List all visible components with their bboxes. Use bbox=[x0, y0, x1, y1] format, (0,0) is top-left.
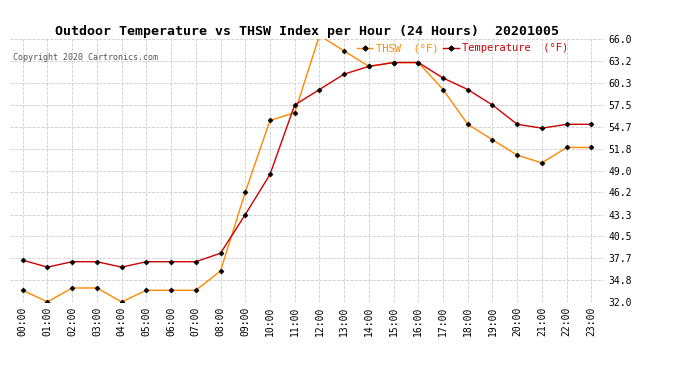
THSW  (°F) bbox=[192, 288, 200, 292]
THSW  (°F) bbox=[92, 286, 101, 290]
Temperature  (°F) bbox=[562, 122, 571, 126]
Line: Temperature  (°F): Temperature (°F) bbox=[21, 61, 593, 269]
THSW  (°F) bbox=[167, 288, 175, 292]
THSW  (°F) bbox=[389, 60, 397, 65]
Temperature  (°F) bbox=[464, 87, 472, 92]
THSW  (°F) bbox=[538, 160, 546, 165]
Temperature  (°F) bbox=[315, 87, 324, 92]
Legend: THSW  (°F), Temperature  (°F): THSW (°F), Temperature (°F) bbox=[357, 43, 569, 53]
Temperature  (°F) bbox=[92, 260, 101, 264]
Temperature  (°F) bbox=[513, 122, 522, 126]
Temperature  (°F) bbox=[117, 265, 126, 269]
Temperature  (°F) bbox=[217, 251, 225, 255]
THSW  (°F) bbox=[562, 145, 571, 150]
Temperature  (°F) bbox=[241, 212, 249, 217]
Temperature  (°F) bbox=[365, 64, 373, 69]
Temperature  (°F) bbox=[68, 260, 77, 264]
THSW  (°F) bbox=[19, 288, 27, 292]
THSW  (°F) bbox=[489, 138, 497, 142]
Line: THSW  (°F): THSW (°F) bbox=[21, 34, 593, 304]
THSW  (°F) bbox=[464, 122, 472, 126]
Temperature  (°F) bbox=[43, 265, 52, 269]
Temperature  (°F) bbox=[587, 122, 595, 126]
Temperature  (°F) bbox=[489, 103, 497, 107]
Temperature  (°F) bbox=[142, 260, 150, 264]
THSW  (°F) bbox=[142, 288, 150, 292]
Title: Outdoor Temperature vs THSW Index per Hour (24 Hours)  20201005: Outdoor Temperature vs THSW Index per Ho… bbox=[55, 25, 559, 38]
THSW  (°F) bbox=[241, 190, 249, 195]
Temperature  (°F) bbox=[290, 103, 299, 107]
THSW  (°F) bbox=[290, 111, 299, 115]
THSW  (°F) bbox=[513, 153, 522, 158]
Temperature  (°F) bbox=[167, 260, 175, 264]
THSW  (°F) bbox=[340, 49, 348, 53]
THSW  (°F) bbox=[414, 60, 422, 65]
Temperature  (°F) bbox=[538, 126, 546, 130]
THSW  (°F) bbox=[68, 286, 77, 290]
THSW  (°F) bbox=[43, 300, 52, 304]
THSW  (°F) bbox=[315, 33, 324, 38]
Temperature  (°F) bbox=[340, 72, 348, 76]
THSW  (°F) bbox=[217, 269, 225, 273]
Temperature  (°F) bbox=[389, 60, 397, 65]
THSW  (°F) bbox=[439, 87, 447, 92]
Temperature  (°F) bbox=[19, 258, 27, 262]
Temperature  (°F) bbox=[192, 260, 200, 264]
Text: Copyright 2020 Cartronics.com: Copyright 2020 Cartronics.com bbox=[13, 53, 158, 62]
THSW  (°F) bbox=[117, 300, 126, 304]
Temperature  (°F) bbox=[439, 76, 447, 80]
Temperature  (°F) bbox=[266, 172, 274, 177]
THSW  (°F) bbox=[587, 145, 595, 150]
Temperature  (°F) bbox=[414, 60, 422, 65]
THSW  (°F) bbox=[266, 118, 274, 123]
THSW  (°F) bbox=[365, 64, 373, 69]
